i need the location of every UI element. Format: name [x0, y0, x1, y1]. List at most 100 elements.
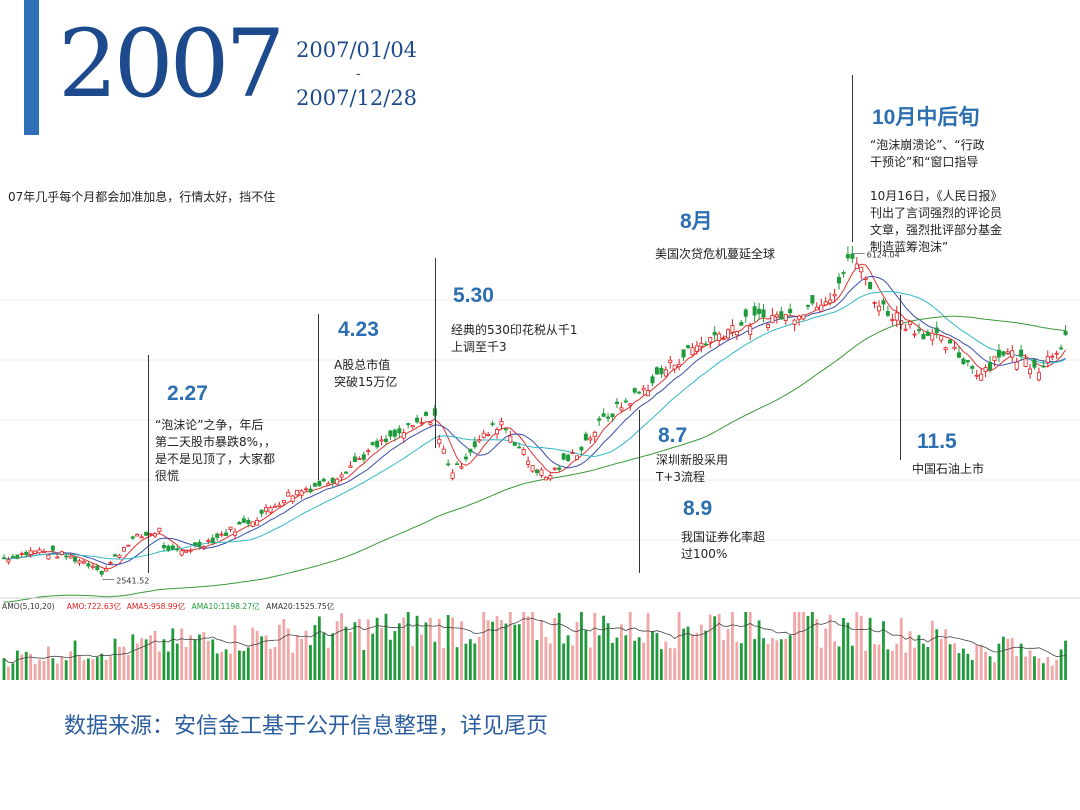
candle-body: [1059, 347, 1064, 350]
event-date-1105: 11.5: [917, 430, 957, 453]
candle-body: [628, 403, 633, 406]
volume-bar: [508, 612, 512, 680]
volume-bar: [135, 643, 139, 680]
volume-bar: [677, 612, 681, 680]
volume-bar: [779, 639, 783, 680]
volume-bar: [540, 620, 543, 680]
event-note-0227: “泡沫论”之争，年后 第二天股市暴跌8%，， 是不是见顶了，大家都 很慌: [155, 418, 277, 483]
candle-body: [686, 345, 691, 348]
candle-body: [468, 448, 473, 453]
volume-bar: [371, 633, 375, 680]
candle-body: [113, 554, 118, 557]
ma20-line: [3, 290, 1066, 560]
candle-body: [206, 540, 211, 542]
candle-body: [783, 314, 788, 321]
candle-body: [566, 454, 571, 461]
volume-bar: [175, 643, 179, 680]
candle-body: [228, 526, 233, 530]
volume-bar: [615, 637, 619, 680]
candle-body: [415, 417, 420, 423]
candle-body: [219, 533, 224, 536]
candle-body: [503, 428, 508, 431]
candle-body: [281, 500, 286, 504]
volume-legend-item: AMA5:958.99亿: [127, 601, 186, 611]
volume-bar: [868, 617, 872, 680]
candle-body: [948, 339, 953, 344]
volume-bar: [713, 616, 717, 680]
candle-body: [259, 509, 264, 514]
candle-body: [495, 429, 500, 435]
volume-bar: [20, 654, 24, 680]
volume-bar: [424, 622, 428, 680]
volume-bar: [588, 647, 592, 680]
volume-bar: [255, 630, 259, 680]
volume-bar: [260, 636, 264, 680]
candle-body: [2, 557, 7, 560]
candle-body: [996, 349, 1001, 358]
candle-body: [59, 551, 64, 555]
candle-body: [1014, 361, 1019, 370]
candle-body: [99, 570, 104, 575]
candle-body: [819, 304, 824, 312]
candle-body: [659, 367, 664, 375]
candle-body: [490, 423, 495, 425]
candle-body: [681, 349, 686, 358]
candle-body: [81, 561, 86, 564]
volume-bar: [24, 651, 28, 680]
candle-body: [885, 311, 890, 316]
candle-body: [224, 532, 229, 537]
candle-body: [432, 408, 437, 416]
volume-bar: [580, 612, 583, 680]
marker-line-0227: [148, 355, 149, 573]
volume-bar: [513, 624, 517, 680]
price-annotation-label: 6124.04: [867, 251, 900, 260]
volume-bar: [166, 651, 170, 680]
candle-body: [446, 463, 451, 466]
candle-body: [801, 314, 806, 320]
candle-body: [872, 302, 877, 304]
candle-body: [561, 453, 566, 460]
candle-body: [717, 333, 722, 341]
volume-bar: [473, 643, 477, 680]
volume-bar: [344, 626, 348, 680]
volume-bar: [460, 621, 463, 680]
candle-body: [539, 469, 544, 476]
candle-body: [268, 507, 273, 513]
volume-bar: [686, 626, 690, 680]
volume-bar: [131, 634, 135, 680]
candle-body: [286, 491, 291, 497]
candle-body: [637, 391, 642, 394]
volume-bar: [753, 639, 757, 680]
volume-bar: [1010, 638, 1014, 680]
candle-body: [739, 322, 744, 326]
volume-bar: [642, 642, 645, 680]
volume-bar: [682, 628, 685, 680]
volume-bar: [726, 629, 730, 680]
candle-body: [970, 366, 975, 369]
volume-bar: [522, 612, 526, 680]
volume-bar: [229, 653, 232, 680]
volume-bar: [1028, 650, 1032, 680]
volume-bar: [1046, 657, 1050, 680]
candle-body: [863, 277, 868, 280]
volume-bar: [544, 636, 548, 680]
event-note-1105: 中国石油上市: [912, 462, 985, 476]
candle-body: [250, 521, 255, 527]
volume-bar: [357, 619, 361, 680]
candle-body: [46, 554, 51, 560]
candle-body: [455, 463, 460, 466]
volume-bar: [877, 644, 881, 680]
candle-body: [304, 488, 309, 491]
volume-bar: [748, 612, 752, 680]
candle-body: [28, 550, 33, 555]
candle-body: [37, 549, 42, 554]
candle-body: [788, 308, 793, 314]
candle-body: [481, 432, 486, 438]
volume-bar: [411, 645, 415, 680]
volume-bar: [198, 634, 201, 680]
candle-body: [899, 320, 904, 325]
volume-bar: [673, 648, 677, 680]
volume-bar: [291, 652, 295, 680]
volume-bar: [126, 654, 130, 680]
candle-body: [241, 518, 246, 523]
